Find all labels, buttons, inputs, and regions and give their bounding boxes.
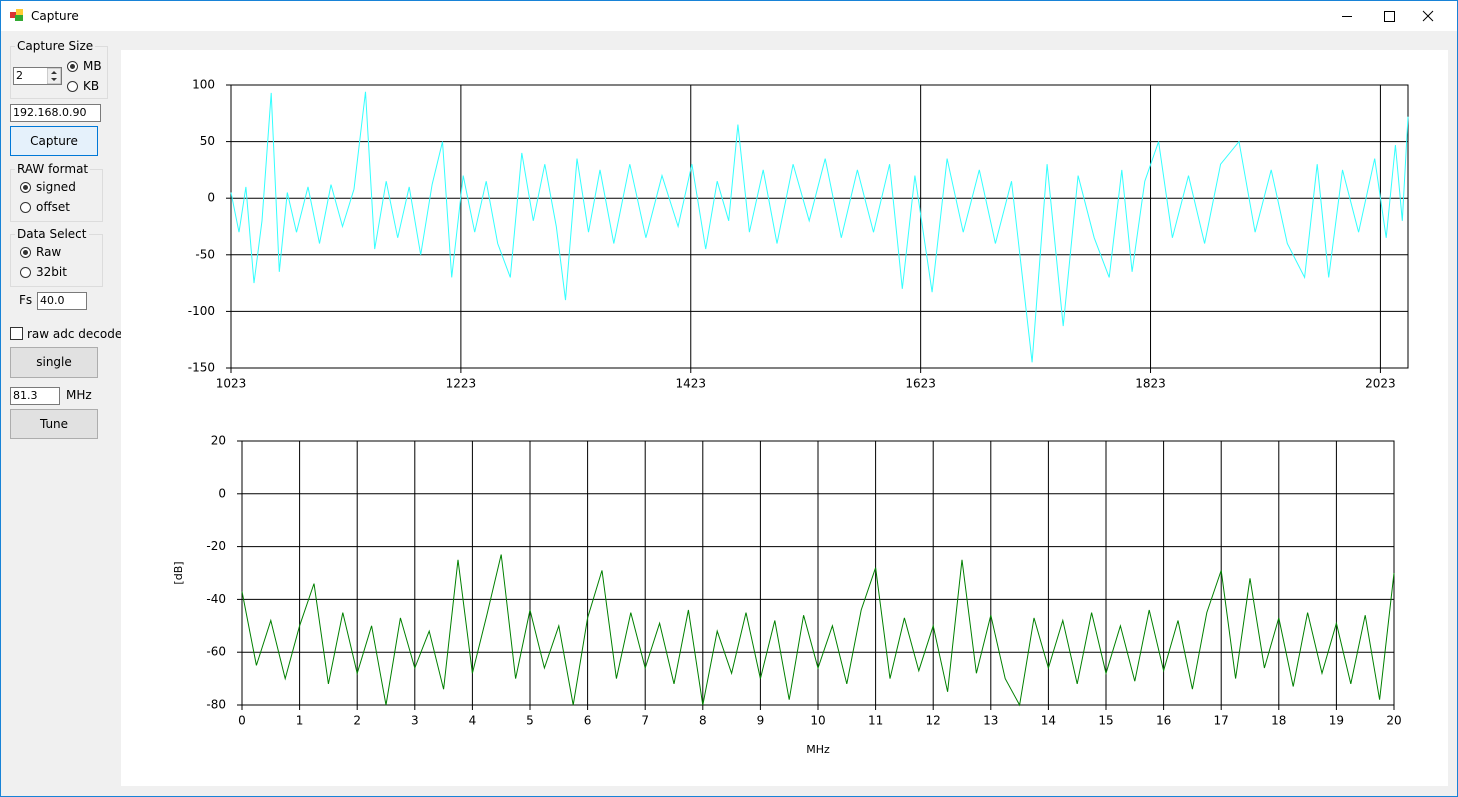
x-tick-label: 16 [1156, 714, 1171, 728]
x-tick-label: 7 [641, 714, 649, 728]
radio-raw[interactable]: Raw [20, 245, 61, 259]
radio-label: Raw [36, 245, 62, 259]
radio-dot [67, 61, 78, 72]
y-tick-label: 20 [211, 434, 226, 448]
window-title: Capture [31, 9, 79, 23]
y-tick-label: 100 [192, 78, 215, 92]
radio-label: offset [36, 200, 70, 214]
x-tick-label: 4 [469, 714, 477, 728]
checkbox-label: raw adc decode [27, 327, 123, 341]
radio-label: KB [83, 79, 100, 93]
unit-label: MHz [66, 388, 92, 402]
x-tick-label: 12 [926, 714, 941, 728]
radio-dot [20, 202, 31, 213]
radio-dot [67, 81, 78, 92]
single-button[interactable]: single [10, 347, 98, 378]
checkbox[interactable] [10, 327, 23, 340]
radio-signed[interactable]: signed [20, 180, 76, 194]
radio-dot [20, 247, 31, 258]
tune-textbox[interactable]: 81.3 [10, 387, 60, 405]
capture-button[interactable]: Capture [10, 126, 98, 156]
x-tick-label: 5 [526, 714, 534, 728]
y-tick-label: -20 [206, 539, 226, 553]
x-tick-label: 11 [868, 714, 883, 728]
radio-offset[interactable]: offset [20, 200, 70, 214]
spinner[interactable] [47, 68, 61, 84]
x-tick-label: 17 [1214, 714, 1229, 728]
y-tick-label: -80 [206, 698, 226, 712]
radio-dot [20, 267, 31, 278]
x-tick-label: 1 [296, 714, 304, 728]
radio-32bit[interactable]: 32bit [20, 265, 67, 279]
signal-line [241, 554, 1395, 707]
plot-frame [230, 84, 1409, 369]
fs-textbox[interactable]: 40.0 [37, 292, 87, 310]
group-label: Capture Size [15, 39, 96, 53]
numeric-box[interactable]: 2 [13, 67, 62, 85]
signal-line [230, 91, 1409, 363]
radio-label: signed [36, 180, 76, 194]
x-tick-label: 1423 [675, 377, 706, 391]
y-tick-label: -150 [188, 361, 215, 375]
x-tick-label: 19 [1329, 714, 1344, 728]
x-tick-label: 1823 [1135, 377, 1166, 391]
y-tick-label: 0 [218, 486, 226, 500]
numeric-value: 2 [16, 69, 23, 82]
app-icon [10, 9, 23, 21]
fs-label: Fs [19, 293, 33, 307]
y-tick-label: -100 [188, 304, 215, 318]
radio-mb[interactable]: MB [67, 59, 102, 73]
x-tick-label: 3 [411, 714, 419, 728]
radio-label: 32bit [36, 265, 67, 279]
y-axis-label: [dB] [172, 561, 185, 584]
radio-dot [20, 182, 31, 193]
x-tick-label: 9 [757, 714, 765, 728]
tune-button[interactable]: Tune [10, 409, 98, 439]
raw-adc-decode-checkbox[interactable]: raw adc decode [10, 327, 122, 341]
group-label: RAW format [15, 162, 91, 176]
x-tick-label: 14 [1041, 714, 1056, 728]
radio-kb[interactable]: KB [67, 79, 99, 93]
y-tick-label: -50 [195, 247, 215, 261]
chart-panel: -150 -100 -50 0 50 100 1023 1223 1423 1623 1823 202… [121, 50, 1448, 786]
raw-format-group: RAW format [10, 162, 103, 222]
x-tick-label: 15 [1098, 714, 1113, 728]
capture-size-group: Capture Size [10, 39, 108, 99]
y-tick-label: 50 [200, 134, 215, 148]
x-tick-label: 1223 [446, 377, 477, 391]
x-tick-label: 2023 [1365, 377, 1396, 391]
x-tick-label: 6 [584, 714, 592, 728]
x-tick-label: 2 [353, 714, 361, 728]
x-tick-label: 20 [1386, 714, 1401, 728]
radio-label: MB [83, 59, 102, 73]
x-tick-label: 1623 [905, 377, 936, 391]
x-tick-label: 13 [983, 714, 998, 728]
y-tick-label: -40 [206, 592, 226, 606]
x-axis-label: MHz [806, 743, 830, 756]
ip-textbox[interactable]: 192.168.0.90 [10, 104, 101, 122]
x-tick-label: 18 [1271, 714, 1286, 728]
x-tick-label: 10 [810, 714, 825, 728]
x-tick-label: 1023 [216, 377, 247, 391]
y-tick-label: 0 [207, 191, 215, 205]
y-tick-label: -60 [206, 645, 226, 659]
window-buttons[interactable] [1331, 1, 1457, 31]
data-select-group: Data Select [10, 227, 103, 287]
x-tick-label: 0 [238, 714, 246, 728]
x-tick-label: 8 [699, 714, 707, 728]
group-label: Data Select [15, 227, 89, 241]
title-bar: Capture [1, 1, 1457, 31]
